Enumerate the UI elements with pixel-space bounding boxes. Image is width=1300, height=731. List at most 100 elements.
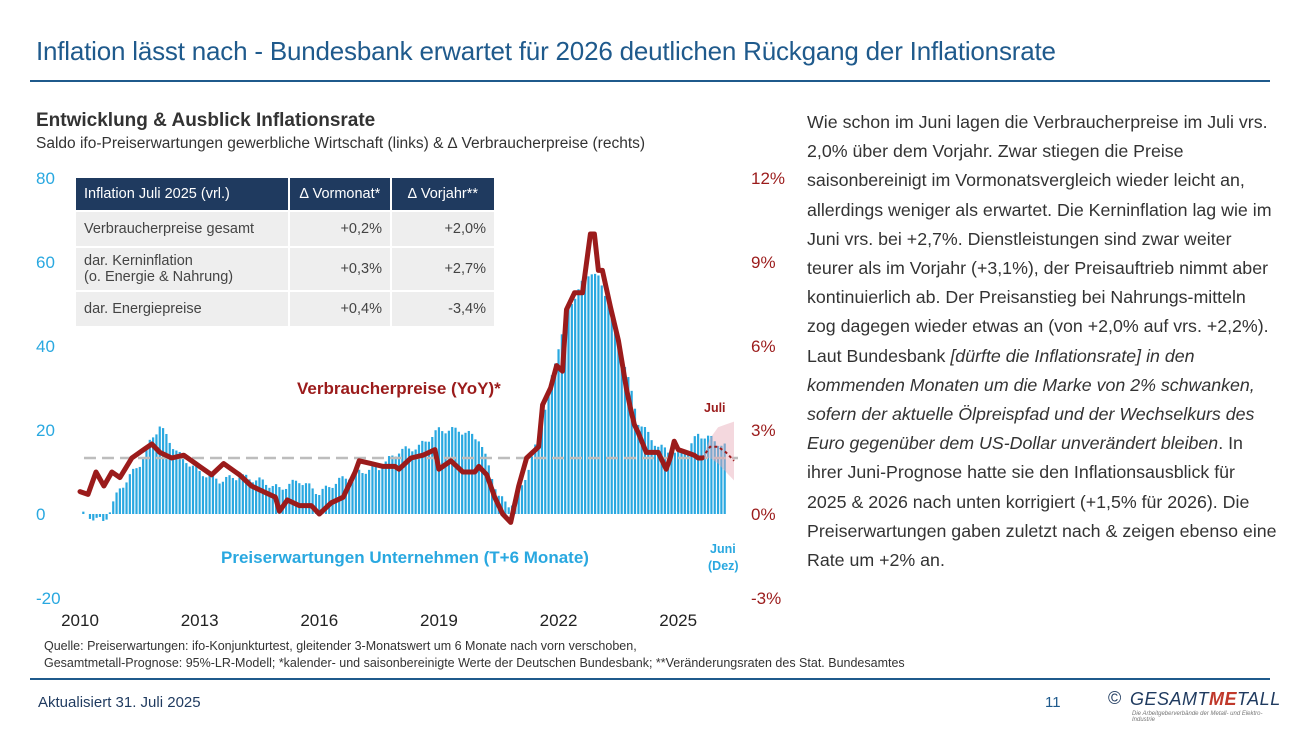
expectation-bar bbox=[667, 452, 670, 514]
expectation-bar bbox=[142, 458, 145, 514]
expectation-bar bbox=[637, 424, 640, 514]
logo-part-3: TALL bbox=[1237, 689, 1281, 709]
expectation-bar bbox=[95, 514, 98, 518]
row-yoy: -3,4% bbox=[391, 290, 496, 326]
expectation-bar bbox=[351, 475, 354, 514]
expectation-bar bbox=[258, 477, 261, 514]
expectation-bar bbox=[304, 483, 308, 514]
expectation-bar bbox=[245, 474, 248, 514]
expectation-bar bbox=[122, 487, 125, 514]
expectation-bar bbox=[723, 443, 726, 514]
expectation-bar bbox=[161, 428, 165, 514]
row-label-line2: (o. Energie & Nahrung) bbox=[84, 269, 234, 285]
expectation-bar bbox=[580, 280, 583, 514]
pe-end-label-1: Juni bbox=[710, 542, 736, 556]
expectation-bar bbox=[348, 479, 351, 514]
expectation-bar bbox=[145, 447, 148, 514]
expectation-bar bbox=[640, 426, 643, 514]
expectation-bar bbox=[301, 485, 304, 514]
expectation-bar bbox=[557, 349, 560, 514]
expectation-bar bbox=[387, 456, 391, 514]
expectation-bar bbox=[158, 426, 161, 514]
expectation-bar bbox=[318, 495, 321, 514]
row-mom: +0,4% bbox=[289, 290, 392, 326]
row-yoy: +2,0% bbox=[391, 210, 496, 247]
expectation-bar bbox=[377, 470, 381, 514]
expectation-bar bbox=[710, 435, 713, 514]
cpi-end-label: Juli bbox=[704, 401, 726, 415]
expectation-bar bbox=[235, 480, 238, 514]
right-axis-tick: 12% bbox=[751, 169, 785, 188]
left-axis-tick: 60 bbox=[36, 253, 55, 272]
expectation-bar bbox=[584, 277, 587, 514]
logo-part-1: GESAMT bbox=[1130, 689, 1210, 709]
right-axis-tick: 3% bbox=[751, 421, 776, 440]
expectation-bar bbox=[314, 494, 318, 514]
expectation-bar bbox=[504, 501, 507, 514]
table-row: dar. Kerninflation (o. Energie & Nahrung)… bbox=[76, 246, 496, 291]
expectation-bar bbox=[92, 514, 95, 521]
row-mom: +0,2% bbox=[289, 210, 392, 247]
expectation-bar bbox=[411, 451, 414, 514]
expectation-bar bbox=[201, 476, 205, 514]
expectation-bar bbox=[474, 439, 477, 514]
expectation-bar bbox=[587, 276, 590, 514]
expectation-bar bbox=[673, 452, 676, 514]
gesamtmetall-logo: © GESAMTMETALL Die Arbeitgeberverbände d… bbox=[1108, 688, 1281, 724]
left-axis-tick: 20 bbox=[36, 421, 55, 440]
expectation-bar bbox=[421, 440, 424, 514]
row-label: dar. Kerninflation (o. Energie & Nahrung) bbox=[76, 246, 290, 291]
expectation-bar bbox=[271, 485, 274, 514]
page-title: Inflation lässt nach - Bundesbank erwart… bbox=[36, 36, 1056, 66]
x-axis-tick: 2010 bbox=[61, 611, 99, 630]
expectation-bar bbox=[138, 466, 141, 514]
expectation-bar bbox=[132, 468, 135, 514]
expectation-bar bbox=[703, 438, 706, 514]
expectation-bar bbox=[680, 451, 683, 514]
expectation-bar bbox=[524, 479, 527, 514]
x-axis-tick: 2019 bbox=[420, 611, 458, 630]
expectation-bar bbox=[427, 441, 431, 514]
x-axis-tick: 2013 bbox=[181, 611, 219, 630]
inflation-table: Inflation Juli 2025 (vrl.) ∆ Vormonat* ∆… bbox=[76, 178, 496, 326]
expectation-bar bbox=[268, 487, 271, 514]
expectation-bar bbox=[477, 441, 480, 514]
expectation-bar bbox=[720, 445, 723, 514]
expectation-bar bbox=[537, 436, 540, 514]
expectation-bar bbox=[178, 451, 181, 514]
cpi-series-label: Verbraucherpreise (YoY)* bbox=[297, 379, 501, 398]
expectation-bar bbox=[218, 483, 221, 514]
expectation-bar bbox=[108, 512, 112, 514]
expectation-bar bbox=[700, 438, 703, 514]
row-label: dar. Energiepreise bbox=[76, 290, 290, 326]
expectation-bar bbox=[391, 455, 394, 514]
source-note: Quelle: Preiserwartungen: ifo-Konjunktur… bbox=[44, 638, 905, 672]
expectation-bar bbox=[574, 298, 577, 514]
expectation-bar bbox=[148, 439, 151, 514]
expectation-bar bbox=[441, 431, 444, 514]
expectation-bar bbox=[215, 478, 218, 514]
expectation-bar bbox=[610, 307, 613, 514]
table-header: ∆ Vormonat* bbox=[289, 178, 392, 211]
chart-subtitle: Saldo ifo-Preiserwartungen gewerbliche W… bbox=[36, 135, 646, 152]
expectation-bar bbox=[706, 435, 710, 514]
expectation-bar bbox=[221, 481, 224, 514]
x-axis-tick: 2016 bbox=[300, 611, 338, 630]
x-axis-tick: 2022 bbox=[540, 611, 578, 630]
expectation-bar bbox=[261, 479, 264, 514]
logo-tagline: Die Arbeitgeberverbände der Metall- und … bbox=[1132, 711, 1263, 723]
title-divider bbox=[30, 80, 1270, 82]
expectation-bar bbox=[564, 319, 567, 514]
table-header-row: Inflation Juli 2025 (vrl.) ∆ Vormonat* ∆… bbox=[76, 178, 496, 211]
commentary-part-2: . In ihrer Juni-Prognose hatte sie den I… bbox=[807, 433, 1277, 571]
expectation-bar bbox=[547, 390, 550, 514]
expectation-bar bbox=[520, 485, 524, 514]
expectation-bar bbox=[281, 489, 284, 514]
expectation-bar bbox=[697, 433, 700, 514]
row-label-line1: dar. Kerninflation bbox=[84, 253, 193, 269]
expectation-bar bbox=[248, 479, 251, 514]
expectation-bar bbox=[657, 446, 660, 514]
right-axis-tick: 0% bbox=[751, 505, 776, 524]
expectation-bar bbox=[241, 474, 244, 514]
expectation-bar bbox=[118, 488, 121, 514]
